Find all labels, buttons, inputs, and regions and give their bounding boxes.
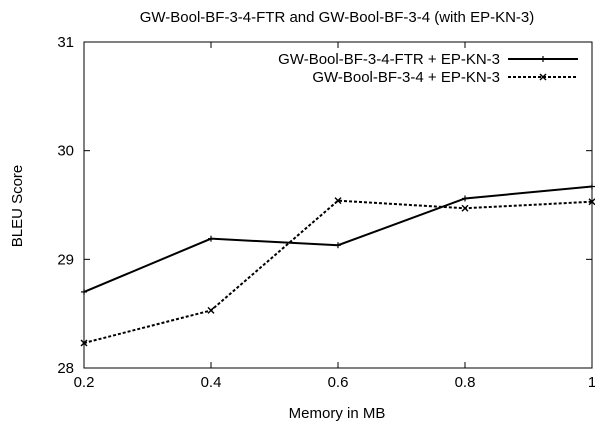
- axis-ticks: 0.2 0.4 0.6 0.8 1 28 29 30 31: [57, 34, 595, 391]
- y-tick-label: 31: [57, 34, 74, 51]
- x-tick-label: 0.6: [328, 374, 349, 391]
- legend-entry-marker-b: [539, 73, 547, 81]
- legend-entry-label: GW-Bool-BF-3-4-FTR + EP-KN-3: [278, 51, 500, 68]
- chart-title: GW-Bool-BF-3-4-FTR and GW-Bool-BF-3-4 (w…: [140, 9, 535, 26]
- x-axis-label: Memory in MB: [289, 405, 386, 422]
- series-2-point-b: [80, 339, 88, 347]
- y-tick-label: 30: [57, 143, 74, 160]
- series-2-point-b: [588, 198, 595, 206]
- y-axis-label: BLEU Score: [9, 165, 26, 248]
- series-1-point: [589, 183, 595, 190]
- x-tick-label: 0.8: [455, 374, 476, 391]
- x-tick-label: 0.4: [201, 374, 222, 391]
- x-tick-label: 0.2: [74, 374, 95, 391]
- series-layer: [80, 183, 595, 347]
- series-line-1: [83, 185, 593, 293]
- series-2-point: [80, 339, 88, 347]
- series-1-point: [81, 288, 87, 295]
- series-2-point: [207, 306, 215, 314]
- series-2-point-b: [461, 204, 469, 212]
- series-2-point: [461, 204, 469, 212]
- y-tick-label: 29: [57, 251, 74, 268]
- series-2-point: [588, 198, 595, 206]
- legend-entry-marker: [540, 56, 546, 62]
- legend: GW-Bool-BF-3-4-FTR + EP-KN-3GW-Bool-BF-3…: [278, 51, 578, 86]
- legend-entry-label: GW-Bool-BF-3-4 + EP-KN-3: [312, 69, 500, 86]
- series-1-point: [462, 195, 468, 202]
- y-tick-label: 28: [57, 360, 74, 377]
- x-tick-label: 1: [588, 374, 595, 391]
- legend-entry-marker: [539, 73, 547, 81]
- series-2-point-b: [334, 197, 342, 205]
- series-1-point: [335, 242, 341, 249]
- series-line-2: [83, 199, 593, 344]
- series-2-point-b: [207, 306, 215, 314]
- series-1-point: [208, 235, 214, 242]
- series-2-point: [334, 197, 342, 205]
